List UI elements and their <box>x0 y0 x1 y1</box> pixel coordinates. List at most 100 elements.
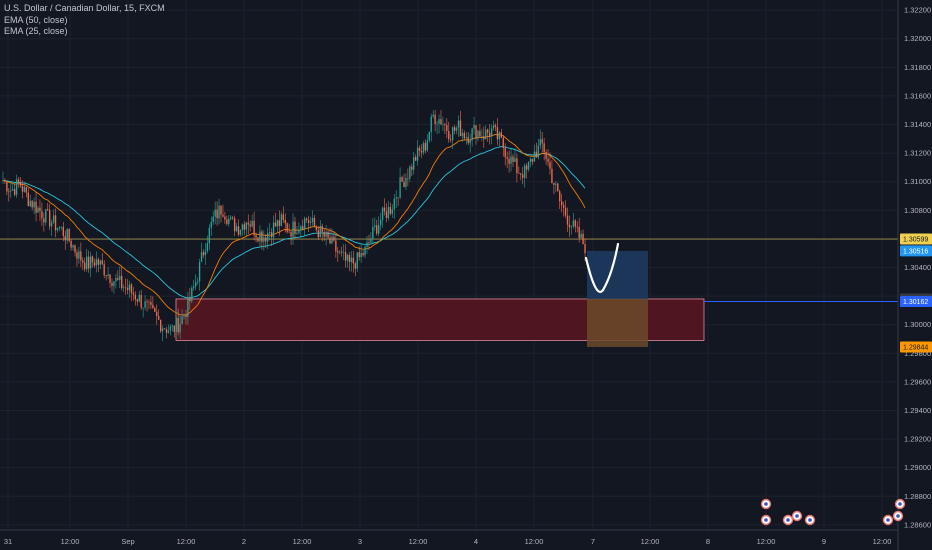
candle-body <box>41 210 43 219</box>
candle-body <box>49 210 51 227</box>
candle-body <box>107 274 109 276</box>
ema50-label[interactable]: EMA (50, close) <box>4 14 68 25</box>
candle-body <box>356 252 358 269</box>
candle-body <box>354 263 357 269</box>
candle-body <box>523 165 526 178</box>
candle-body <box>159 319 162 332</box>
x-tick-label: 12:00 <box>409 537 428 546</box>
x-tick-label: Sep <box>121 537 134 546</box>
position-target-zone[interactable] <box>587 250 648 299</box>
candle-body <box>368 242 370 244</box>
y-tick-label: 1.32000 <box>904 34 931 43</box>
candle-body <box>522 174 524 178</box>
candle-body <box>105 275 107 276</box>
candle-body <box>333 236 335 241</box>
candle-body <box>379 219 382 225</box>
candle-body <box>448 131 450 140</box>
x-tick-label: 7 <box>591 537 595 546</box>
candle-body <box>284 220 286 224</box>
candle-body <box>218 205 220 219</box>
projection-curve[interactable] <box>584 242 620 293</box>
candle-body <box>68 229 70 241</box>
candle-body <box>401 177 403 182</box>
candle-body <box>580 233 582 239</box>
y-tick-label: 1.30000 <box>904 320 931 329</box>
candle-body <box>169 326 172 331</box>
candle-body <box>453 127 456 131</box>
candle-body <box>307 219 310 223</box>
candle-body <box>504 148 506 158</box>
candle-body <box>389 207 392 214</box>
ema25-label[interactable]: EMA (25, close) <box>4 26 68 36</box>
candle-body <box>161 328 164 332</box>
candle-body <box>335 240 337 252</box>
candle-body <box>261 231 263 242</box>
candle-body <box>305 218 308 220</box>
candle-body <box>226 219 228 225</box>
price-tag-label: 1.30599 <box>903 237 928 244</box>
chart-grid <box>0 0 898 530</box>
candle-body <box>496 126 499 140</box>
candle-body <box>122 287 125 289</box>
x-tick-label: 12:00 <box>525 537 544 546</box>
candle-body <box>82 260 84 263</box>
candle-body <box>541 139 543 144</box>
ema-lines <box>3 134 586 316</box>
candle-body <box>440 119 442 125</box>
symbol-title[interactable]: U.S. Dollar / Canadian Dollar, 15, FXCM <box>4 3 165 13</box>
candle-body <box>463 132 466 139</box>
x-tick-label: 9 <box>822 537 826 546</box>
candle-body <box>193 286 195 288</box>
candle-body <box>76 252 78 259</box>
candle-body <box>391 209 393 214</box>
candle-body <box>113 281 115 286</box>
y-tick-label: 1.29200 <box>904 435 931 444</box>
candle-body <box>416 147 419 161</box>
candle-body <box>432 114 434 117</box>
candle-body <box>255 235 257 238</box>
candle-body <box>434 114 436 125</box>
candle-body <box>181 316 183 325</box>
candle-body <box>230 217 232 219</box>
candle-body <box>348 254 351 262</box>
candle-body <box>578 226 580 239</box>
candle-body <box>132 292 135 295</box>
candle-body <box>572 220 575 227</box>
candle-body <box>510 156 512 164</box>
candle-body <box>146 301 148 303</box>
candle-body <box>33 201 35 208</box>
candle-body <box>177 317 179 333</box>
candle-body <box>121 275 123 289</box>
candle-body <box>54 215 57 231</box>
candle-body <box>247 222 249 225</box>
candle-body <box>329 237 331 244</box>
candle-body <box>200 252 203 262</box>
candle-body <box>185 314 187 317</box>
candle-body <box>459 120 462 137</box>
candle-body <box>539 139 541 146</box>
candle-body <box>376 225 378 234</box>
candles <box>2 110 586 342</box>
candle-body <box>138 294 140 302</box>
candle-body <box>557 183 559 192</box>
candle-body <box>551 168 553 184</box>
position-stop-zone[interactable] <box>587 298 648 347</box>
candle-body <box>163 328 166 330</box>
candle-body <box>196 281 199 283</box>
candle-body <box>327 231 329 238</box>
candle-body <box>23 186 26 192</box>
candle-body <box>383 207 386 212</box>
candle-body <box>424 143 427 151</box>
candle-body <box>584 244 586 254</box>
candle-body <box>298 229 300 233</box>
candle-body <box>267 233 269 242</box>
y-tick-label: 1.30400 <box>904 263 931 272</box>
candle-body <box>568 224 571 228</box>
candle-body <box>91 256 94 263</box>
candle-body <box>508 158 510 164</box>
candle-body <box>134 294 137 300</box>
candle-body <box>17 179 20 183</box>
event-flag-icon <box>795 514 799 518</box>
candle-body <box>189 297 191 302</box>
